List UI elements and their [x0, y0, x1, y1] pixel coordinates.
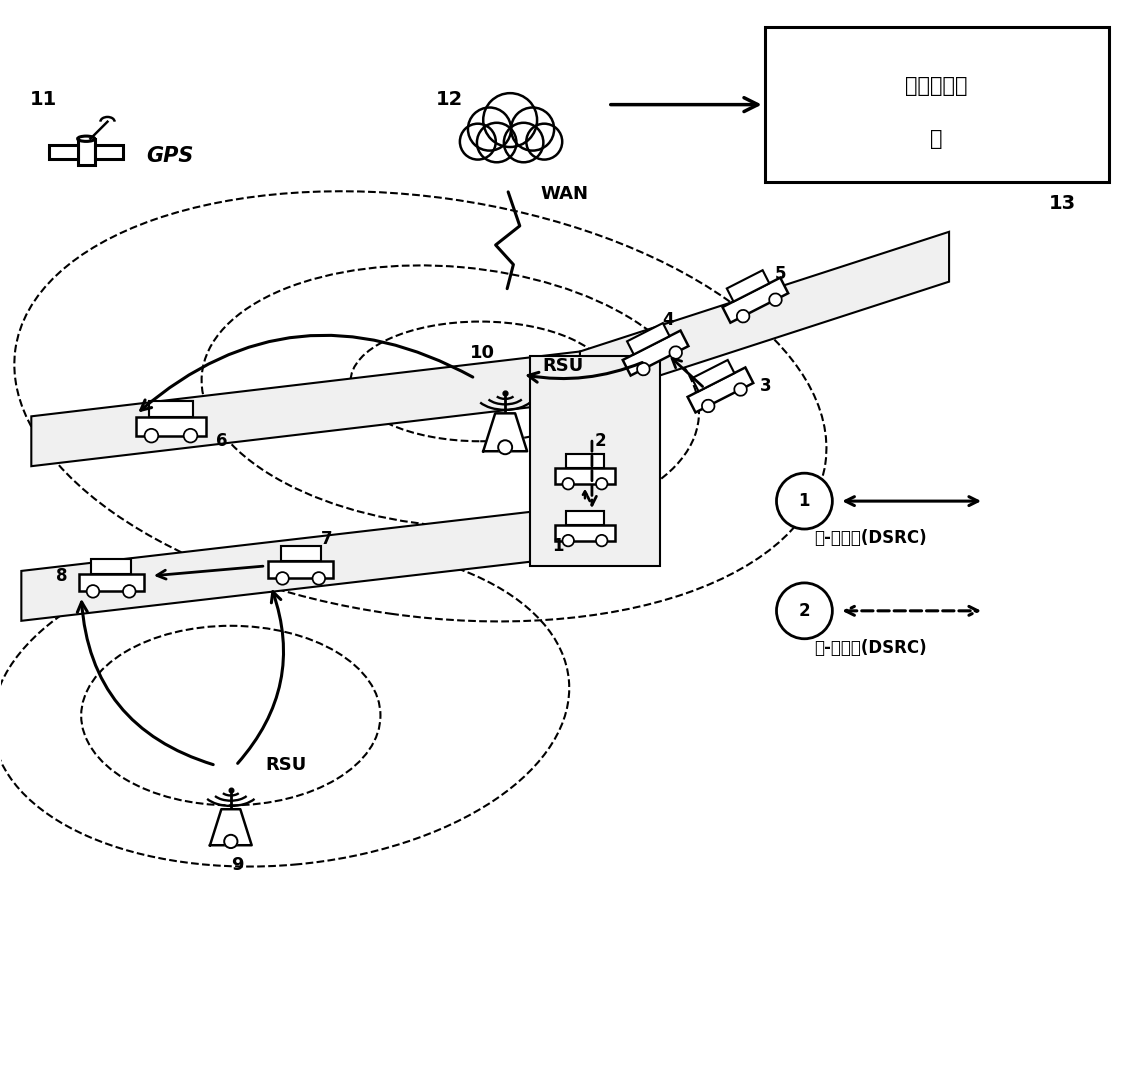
Bar	[77, 139, 95, 165]
Circle shape	[87, 585, 99, 597]
Circle shape	[460, 124, 495, 160]
Bar	[764, 27, 1108, 182]
Circle shape	[670, 346, 682, 358]
Text: 1: 1	[552, 536, 564, 555]
FancyBboxPatch shape	[269, 561, 333, 579]
Text: 10: 10	[470, 344, 495, 363]
Circle shape	[735, 383, 747, 395]
Circle shape	[777, 473, 833, 529]
Circle shape	[224, 835, 237, 848]
FancyBboxPatch shape	[79, 573, 144, 592]
Circle shape	[637, 363, 649, 376]
Text: 1: 1	[798, 492, 810, 510]
FancyBboxPatch shape	[628, 323, 670, 354]
Polygon shape	[530, 356, 659, 566]
Circle shape	[312, 572, 325, 584]
Polygon shape	[483, 414, 527, 452]
Text: WAN: WAN	[540, 185, 588, 203]
FancyBboxPatch shape	[136, 417, 206, 435]
Text: 5: 5	[775, 265, 786, 282]
Circle shape	[769, 293, 781, 306]
Text: GPS: GPS	[146, 146, 194, 166]
Polygon shape	[210, 809, 252, 845]
Circle shape	[777, 583, 833, 639]
Circle shape	[563, 535, 574, 546]
Text: 2: 2	[798, 602, 810, 620]
Text: 车-车通信(DSRC): 车-车通信(DSRC)	[814, 639, 927, 657]
Circle shape	[183, 429, 197, 442]
Polygon shape	[31, 352, 580, 466]
Circle shape	[596, 478, 607, 490]
Circle shape	[563, 478, 574, 490]
Circle shape	[468, 108, 511, 151]
Text: 心: 心	[931, 128, 943, 149]
Text: 6: 6	[216, 432, 228, 451]
Circle shape	[596, 535, 607, 546]
Circle shape	[511, 108, 555, 151]
FancyBboxPatch shape	[722, 278, 788, 323]
Text: 7: 7	[320, 530, 333, 548]
FancyBboxPatch shape	[555, 525, 615, 541]
Circle shape	[483, 93, 538, 147]
FancyBboxPatch shape	[688, 367, 753, 413]
Text: 车-路通信(DSRC): 车-路通信(DSRC)	[814, 529, 927, 547]
Circle shape	[737, 310, 749, 323]
Ellipse shape	[77, 136, 95, 141]
Bar	[95, 146, 123, 159]
Circle shape	[477, 123, 516, 162]
Text: 12: 12	[435, 90, 462, 109]
Text: 交通管控中: 交通管控中	[906, 76, 968, 96]
FancyBboxPatch shape	[727, 270, 769, 302]
Text: RSU: RSU	[265, 757, 308, 774]
FancyBboxPatch shape	[566, 512, 604, 525]
Circle shape	[503, 123, 543, 162]
Circle shape	[123, 585, 136, 597]
Circle shape	[277, 572, 289, 584]
Text: 9: 9	[231, 856, 244, 874]
Circle shape	[145, 429, 158, 442]
FancyBboxPatch shape	[566, 454, 604, 468]
FancyBboxPatch shape	[691, 359, 735, 391]
FancyBboxPatch shape	[149, 401, 192, 417]
Polygon shape	[22, 506, 580, 621]
Text: RSU: RSU	[542, 357, 583, 376]
Circle shape	[702, 400, 714, 413]
Bar	[49, 146, 77, 159]
Text: 13: 13	[1049, 194, 1076, 213]
FancyBboxPatch shape	[280, 546, 321, 561]
Text: 8: 8	[56, 567, 67, 585]
Text: 4: 4	[662, 311, 673, 329]
Text: 2: 2	[595, 432, 607, 451]
Polygon shape	[580, 231, 949, 402]
FancyBboxPatch shape	[91, 559, 131, 573]
FancyBboxPatch shape	[555, 468, 615, 483]
Text: 11: 11	[30, 90, 57, 109]
FancyBboxPatch shape	[623, 330, 688, 376]
Circle shape	[526, 124, 563, 160]
Circle shape	[498, 440, 513, 454]
Text: 3: 3	[760, 378, 771, 395]
